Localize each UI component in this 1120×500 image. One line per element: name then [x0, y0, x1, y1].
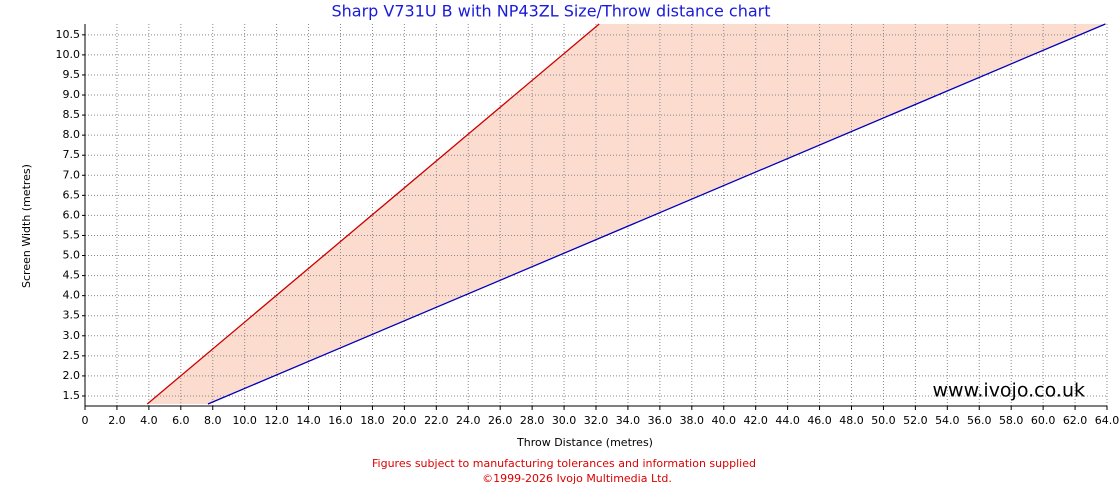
y-tick-label: 8.0: [63, 128, 81, 141]
x-tick-label: 32.0: [584, 414, 609, 427]
x-tick-label: 46.0: [807, 414, 832, 427]
x-tick-label: 60.0: [1031, 414, 1056, 427]
x-tick-label: 26.0: [488, 414, 513, 427]
x-tick-label: 56.0: [967, 414, 992, 427]
x-tick-label: 6.0: [172, 414, 190, 427]
x-tick-label: 22.0: [424, 414, 449, 427]
chart-title: Sharp V731U B with NP43ZL Size/Throw dis…: [331, 2, 770, 21]
y-tick-label: 8.5: [63, 108, 81, 121]
x-tick-label: 40.0: [712, 414, 737, 427]
y-tick-label: 6.0: [63, 208, 81, 221]
x-tick-label: 28.0: [520, 414, 545, 427]
y-tick-label: 7.5: [63, 148, 81, 161]
x-tick-label: 20.0: [392, 414, 417, 427]
x-tick-label: 4.0: [140, 414, 158, 427]
x-tick-label: 24.0: [456, 414, 481, 427]
watermark: www.ivojo.co.uk: [933, 380, 1086, 402]
x-tick-label: 8.0: [204, 414, 222, 427]
x-tick-label: 62.0: [1063, 414, 1088, 427]
x-tick-label: 36.0: [648, 414, 673, 427]
x-tick-label: 48.0: [839, 414, 864, 427]
x-axis-label: Throw Distance (metres): [516, 436, 653, 449]
x-tick-label: 52.0: [903, 414, 928, 427]
y-tick-label: 3.0: [63, 329, 81, 342]
y-tick-label: 4.0: [63, 289, 81, 302]
series-line: [207, 23, 1106, 405]
y-tick-label: 6.5: [63, 188, 81, 201]
x-tick-label: 2.0: [108, 414, 126, 427]
y-tick-label: 5.5: [63, 228, 81, 241]
x-tick-label: 10.0: [232, 414, 257, 427]
y-axis-label: Screen Width (metres): [20, 164, 33, 288]
x-tick-label: 0: [82, 414, 89, 427]
x-tick-label: 38.0: [680, 414, 705, 427]
y-tick-label: 10.5: [56, 28, 81, 41]
y-tick-label: 1.5: [63, 389, 81, 402]
x-tick-label: 14.0: [296, 414, 321, 427]
y-tick-label: 5.0: [63, 249, 81, 262]
x-tick-label: 50.0: [871, 414, 896, 427]
y-tick-label: 10.0: [56, 48, 81, 61]
x-tick-label: 42.0: [743, 414, 768, 427]
y-tick-label: 9.0: [63, 88, 81, 101]
x-tick-label: 54.0: [935, 414, 960, 427]
x-tick-label: 44.0: [775, 414, 800, 427]
range-area: [147, 24, 1106, 404]
y-tick-label: 2.5: [63, 349, 81, 362]
y-tick-label: 7.0: [63, 168, 81, 181]
y-tick-label: 4.5: [63, 269, 81, 282]
x-tick-label: 30.0: [552, 414, 577, 427]
x-tick-label: 18.0: [360, 414, 385, 427]
y-tick-label: 2.0: [63, 369, 81, 382]
x-tick-label: 34.0: [616, 414, 641, 427]
y-tick-label: 9.5: [63, 68, 81, 81]
y-tick-label: 3.5: [63, 309, 81, 322]
copyright: ©1999-2026 Ivojo Multimedia Ltd.: [482, 472, 672, 485]
x-tick-label: 64.0: [1095, 414, 1120, 427]
x-tick-label: 58.0: [999, 414, 1024, 427]
x-tick-label: 16.0: [328, 414, 353, 427]
footer-note: Figures subject to manufacturing toleran…: [372, 457, 756, 470]
x-tick-label: 12.0: [264, 414, 289, 427]
series-line: [146, 23, 600, 405]
